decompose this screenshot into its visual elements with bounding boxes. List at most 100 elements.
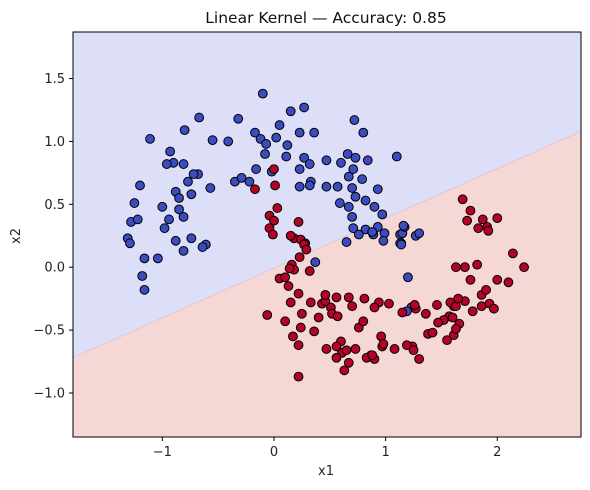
data-point	[331, 352, 342, 363]
data-point	[408, 345, 419, 356]
data-point	[295, 322, 306, 333]
x-axis-label: x1	[318, 464, 334, 479]
data-point	[331, 341, 342, 352]
data-point	[391, 151, 402, 162]
region-class-1	[73, 131, 581, 438]
data-point	[293, 217, 304, 227]
data-point	[257, 88, 268, 99]
x-axis: −1 0 1 2	[153, 437, 501, 460]
data-point	[462, 215, 473, 226]
data-point	[467, 306, 478, 317]
data-point	[283, 281, 294, 291]
data-point	[350, 344, 361, 354]
data-point	[309, 326, 320, 337]
data-point	[519, 262, 529, 273]
data-point	[285, 106, 296, 117]
data-point	[304, 180, 315, 191]
data-point	[389, 344, 400, 354]
data-point	[457, 194, 468, 205]
data-point	[347, 183, 358, 193]
data-point	[293, 371, 304, 382]
plot-area	[72, 31, 582, 438]
data-point	[358, 316, 369, 327]
data-point	[313, 312, 324, 323]
data-point	[294, 252, 305, 263]
data-point	[321, 181, 332, 192]
x-tick-label: 0	[270, 445, 278, 460]
data-point	[305, 297, 316, 308]
data-point	[236, 173, 247, 183]
data-point	[233, 113, 244, 124]
data-point	[161, 159, 172, 169]
data-point	[343, 357, 354, 368]
data-point	[357, 174, 368, 185]
data-point	[129, 198, 140, 208]
x-tick-label: 2	[493, 445, 501, 460]
data-point	[409, 300, 420, 310]
data-point	[367, 350, 378, 361]
data-point	[369, 201, 380, 212]
data-point	[301, 244, 312, 255]
data-point	[378, 339, 389, 349]
data-point	[250, 184, 260, 195]
y-tick-label: 1.5	[44, 72, 65, 87]
data-point	[397, 307, 408, 318]
data-point	[178, 245, 189, 256]
data-point	[164, 214, 174, 225]
data-point	[165, 146, 176, 157]
series-1	[250, 164, 529, 382]
data-point	[507, 248, 518, 259]
data-point	[332, 311, 343, 322]
data-point	[492, 274, 503, 285]
data-point	[465, 274, 476, 285]
data-point	[343, 201, 354, 212]
data-point	[342, 149, 353, 159]
data-point	[336, 157, 346, 168]
y-axis: −1.0 −0.5 0.0 0.5 1.0 1.5	[33, 72, 73, 401]
data-point	[250, 127, 260, 138]
data-point	[481, 284, 491, 295]
data-point	[194, 112, 205, 123]
data-point	[339, 365, 350, 376]
data-point	[179, 125, 190, 136]
data-point	[348, 164, 359, 174]
data-point	[293, 288, 304, 299]
data-point	[320, 289, 331, 300]
data-point	[349, 115, 360, 125]
data-point	[451, 323, 461, 334]
data-point	[304, 266, 315, 276]
data-point	[294, 127, 305, 138]
data-point	[274, 120, 285, 130]
data-point	[282, 140, 293, 151]
data-point	[347, 211, 358, 222]
data-point	[197, 242, 208, 252]
data-point	[343, 171, 354, 182]
data-point	[372, 184, 383, 195]
data-point	[267, 229, 278, 240]
data-point	[304, 159, 315, 169]
x-tick-label: −1	[153, 445, 172, 460]
data-point	[207, 135, 218, 146]
data-point	[341, 237, 352, 247]
data-point	[251, 164, 262, 174]
data-point	[427, 327, 438, 338]
data-point	[489, 303, 499, 314]
data-point	[442, 335, 452, 346]
data-point	[186, 189, 197, 200]
data-point	[377, 209, 388, 220]
data-point	[353, 229, 364, 240]
data-point	[362, 155, 373, 166]
data-point	[270, 180, 280, 191]
data-point	[159, 223, 170, 234]
data-point	[294, 181, 305, 192]
data-point	[244, 176, 255, 187]
data-point	[294, 164, 305, 174]
x-tick-label: 1	[381, 445, 389, 460]
data-point	[281, 151, 292, 162]
y-axis-label: x2	[9, 228, 24, 244]
y-tick-label: 0.0	[44, 261, 65, 276]
data-point	[321, 344, 332, 354]
data-point	[261, 139, 272, 149]
data-point	[183, 176, 193, 187]
